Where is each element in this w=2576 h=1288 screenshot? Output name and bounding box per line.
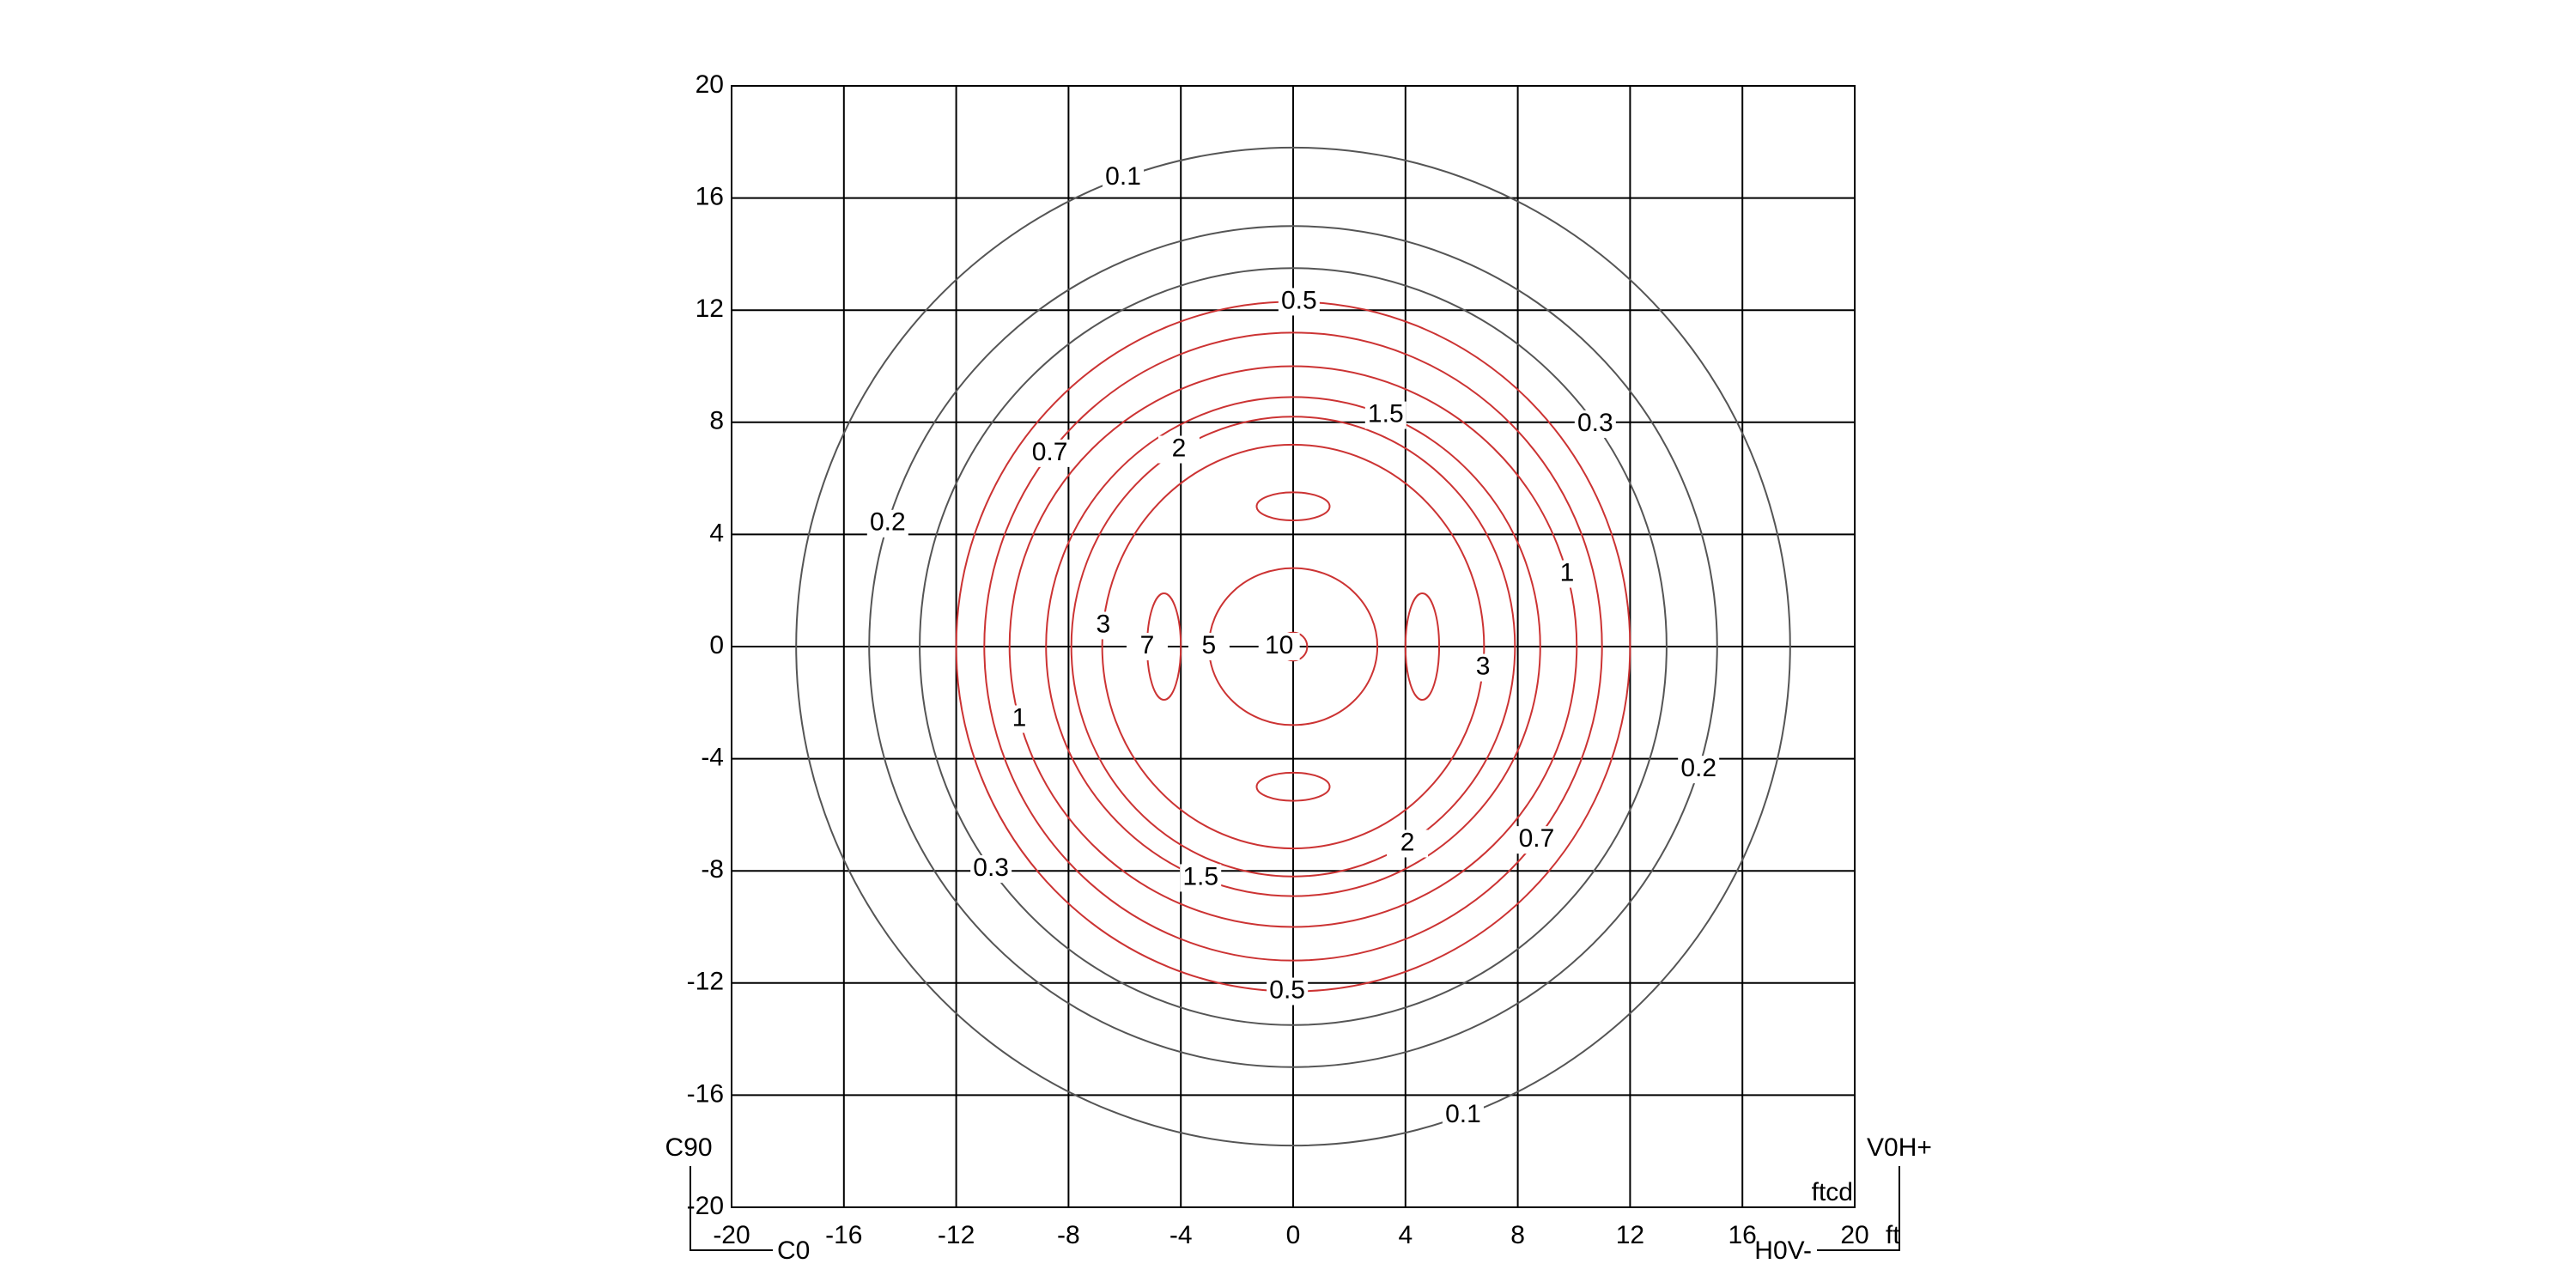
contour-line [1070,416,1516,878]
contour-label-bg [1180,864,1222,892]
x-tick-label: 16 [1728,1221,1757,1249]
contour-line [1008,365,1578,928]
x-tick-label: 20 [1840,1221,1868,1249]
contour-label: 0.1 [1445,1100,1481,1128]
contour-label: 1.5 [1368,399,1404,428]
plot-frame [731,85,1856,1208]
contour-label-bg [1267,977,1309,1005]
contour-label: 10 [1265,631,1293,659]
contour-line [1404,592,1441,702]
axis-indicator [1817,1166,1900,1251]
contour-line [868,225,1718,1068]
contour-label: 0.2 [1680,754,1716,782]
x-tick-label: -12 [938,1221,975,1249]
y-tick-label: -8 [701,855,724,884]
contour-label-bg [1516,826,1558,854]
contour-label: 2 [1400,828,1415,856]
contour-label: 5 [1202,631,1217,659]
contour-label: 1 [1012,703,1027,732]
y-tick-label: -12 [687,968,724,996]
contour-label-bg [1442,1102,1484,1130]
y-tick-label: 20 [696,70,724,99]
x-tick-label: 12 [1616,1221,1644,1249]
corner-label: V0H+ [1867,1133,1932,1162]
x-tick-label: 8 [1510,1221,1525,1249]
y-tick-label: -20 [687,1192,724,1220]
contour-label-bg [998,705,1040,733]
contour-line [983,331,1603,962]
contour-label: 0.5 [1281,286,1317,314]
contour-label-bg [1157,435,1200,464]
contour-label: 0.7 [1519,824,1555,853]
contour-line [1255,491,1331,522]
contour-label-bg [1188,633,1230,660]
contour-line [795,146,1791,1147]
corner-label: C90 [665,1133,712,1162]
x-tick-label: -4 [1170,1221,1193,1249]
axis-indicator [690,1166,773,1251]
y-tick-label: 4 [709,519,724,547]
corner-label: C0 [777,1236,810,1265]
contour-label-bg [970,855,1012,884]
unit-label: ftcd [1812,1178,1853,1206]
x-tick-label: -16 [825,1221,862,1249]
contour-label: 0.3 [973,854,1009,882]
contour-label-bg [1103,163,1145,191]
y-tick-label: -16 [687,1079,724,1108]
contour-label-bg [1546,560,1589,588]
contour-label: 0.1 [1105,162,1141,191]
contour-label: 3 [1476,652,1491,680]
contour-label: 0.7 [1032,438,1068,466]
x-tick-label: -20 [713,1221,750,1249]
contour-label: 2 [1172,434,1187,462]
contour-label: 1 [1560,558,1575,586]
contour-label: 3 [1097,610,1111,638]
x-tick-label: 0 [1286,1221,1301,1249]
y-tick-label: 12 [696,295,724,323]
contour-label: 0.3 [1577,409,1613,437]
y-tick-label: 16 [696,183,724,211]
contour-label: 0.2 [870,508,906,537]
contour-label-bg [866,509,908,538]
x-tick-label: -8 [1057,1221,1080,1249]
contour-label-bg [1574,410,1616,438]
contour-label: 1.5 [1182,862,1218,890]
contour-label-bg [1029,439,1071,467]
corner-label: H0V- [1754,1236,1812,1265]
contour-label-bg [1126,633,1168,660]
contour-line [1101,443,1485,850]
contour-line [1255,771,1331,802]
contour-label-bg [1258,633,1300,660]
contour-line [1045,396,1541,897]
contour-label-bg [1278,288,1320,316]
y-tick-label: 8 [709,407,724,435]
contour-label: 7 [1140,631,1155,659]
contour-line [919,267,1668,1026]
y-tick-label: 0 [709,631,724,659]
contour-label-bg [1678,756,1720,784]
contour-label-bg [1387,829,1429,858]
contour-label-bg [1364,401,1406,429]
y-tick-label: -4 [701,744,724,772]
x-tick-label: 4 [1398,1221,1413,1249]
contour-label: 0.5 [1269,975,1305,1004]
unit-label: ft [1886,1221,1900,1249]
contour-label-bg [1462,653,1504,682]
contour-label-bg [1082,611,1124,640]
